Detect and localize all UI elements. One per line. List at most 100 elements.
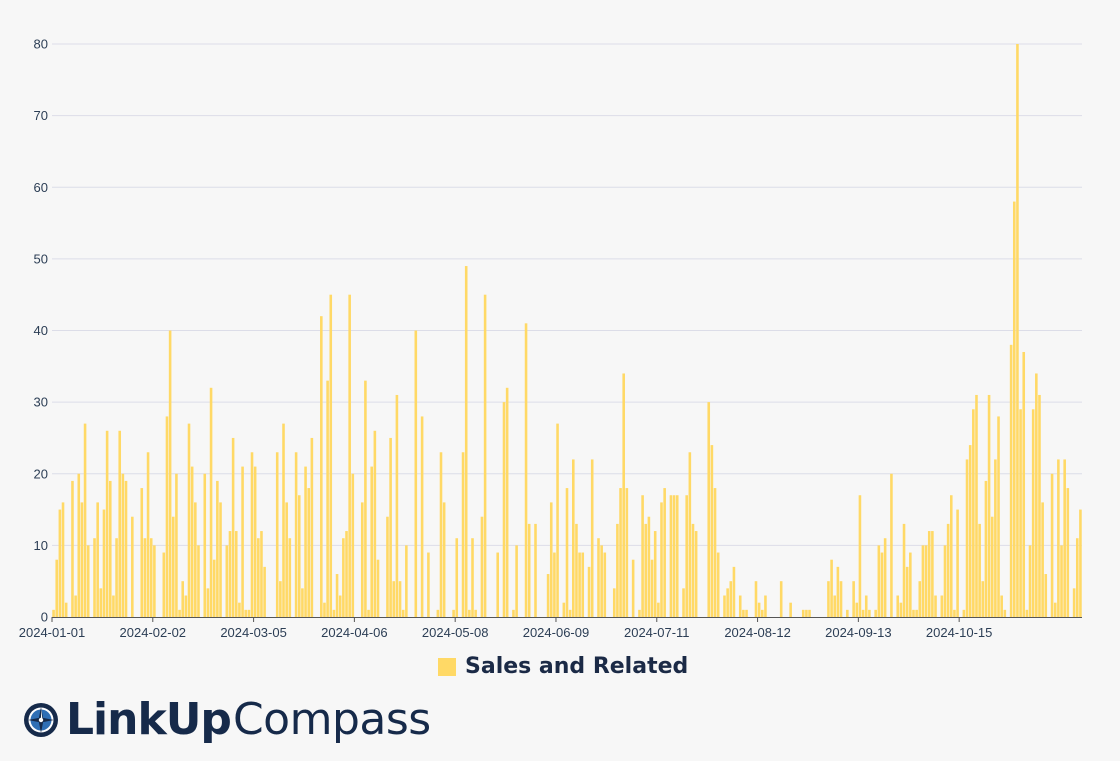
bar[interactable] xyxy=(483,294,487,617)
bar[interactable] xyxy=(474,609,477,617)
bar[interactable] xyxy=(924,545,928,617)
bar[interactable] xyxy=(108,480,112,617)
bar[interactable] xyxy=(858,495,862,617)
bar[interactable] xyxy=(562,602,566,617)
bar[interactable] xyxy=(496,552,499,617)
bar[interactable] xyxy=(219,502,222,617)
bar[interactable] xyxy=(1038,394,1041,617)
bar[interactable] xyxy=(464,266,468,617)
bar[interactable] xyxy=(953,609,956,617)
bar[interactable] xyxy=(452,609,455,617)
bar[interactable] xyxy=(764,595,767,617)
bar[interactable] xyxy=(808,609,811,617)
bar[interactable] xyxy=(883,538,887,617)
bar[interactable] xyxy=(326,380,329,617)
bar[interactable] xyxy=(565,488,569,617)
bar[interactable] xyxy=(427,552,430,617)
bar[interactable] xyxy=(1016,44,1019,617)
bar[interactable] xyxy=(112,595,115,617)
bar[interactable] xyxy=(360,502,364,617)
bar[interactable] xyxy=(320,316,323,617)
bar[interactable] xyxy=(726,588,729,617)
bar[interactable] xyxy=(713,488,717,617)
bar[interactable] xyxy=(619,488,622,617)
bar[interactable] xyxy=(190,466,194,617)
bar[interactable] xyxy=(622,373,625,617)
bar[interactable] xyxy=(987,394,991,617)
bar[interactable] xyxy=(364,380,367,617)
bar[interactable] xyxy=(165,416,169,617)
bar[interactable] xyxy=(839,581,843,617)
bar[interactable] xyxy=(480,516,484,617)
bar[interactable] xyxy=(943,545,947,617)
bar[interactable] xyxy=(77,473,81,617)
bar[interactable] xyxy=(836,566,840,617)
bar[interactable] xyxy=(505,387,509,617)
bar[interactable] xyxy=(685,495,688,617)
bar[interactable] xyxy=(682,588,685,617)
bar[interactable] xyxy=(660,502,663,617)
bar[interactable] xyxy=(386,516,389,617)
bar[interactable] xyxy=(1019,409,1022,617)
bar[interactable] xyxy=(1063,459,1066,617)
bar[interactable] xyxy=(471,538,474,617)
bar[interactable] xyxy=(653,531,657,617)
bar[interactable] xyxy=(420,416,424,617)
bar[interactable] xyxy=(707,402,711,617)
bar[interactable] xyxy=(389,437,392,617)
bar[interactable] xyxy=(231,437,235,617)
bar[interactable] xyxy=(342,538,345,617)
bar[interactable] xyxy=(975,394,978,617)
legend[interactable]: Sales and Related xyxy=(438,654,688,679)
bar[interactable] xyxy=(524,323,528,617)
bar[interactable] xyxy=(877,545,881,617)
bar[interactable] xyxy=(436,609,440,617)
bar[interactable] xyxy=(351,473,355,617)
bar[interactable] xyxy=(392,581,396,617)
bar[interactable] xyxy=(71,480,74,617)
bar[interactable] xyxy=(754,581,758,617)
bar[interactable] xyxy=(657,602,660,617)
bar[interactable] xyxy=(146,452,150,617)
bar[interactable] xyxy=(716,552,720,617)
bar[interactable] xyxy=(209,387,213,617)
bar[interactable] xyxy=(1003,609,1007,617)
bar[interactable] xyxy=(345,531,348,617)
bar[interactable] xyxy=(373,430,377,617)
bar[interactable] xyxy=(370,466,374,617)
bar[interactable] xyxy=(965,459,969,617)
bar[interactable] xyxy=(263,566,266,617)
bar[interactable] xyxy=(631,559,635,617)
bar[interactable] xyxy=(688,452,692,617)
bar[interactable] xyxy=(902,523,906,617)
bar[interactable] xyxy=(603,552,607,617)
bar[interactable] xyxy=(616,523,619,617)
bar[interactable] xyxy=(760,609,764,617)
bar[interactable] xyxy=(590,459,594,617)
bar[interactable] xyxy=(149,538,153,617)
bar[interactable] xyxy=(578,552,581,617)
bar[interactable] xyxy=(861,609,865,617)
bar[interactable] xyxy=(250,452,254,617)
bar[interactable] xyxy=(732,566,736,617)
bar[interactable] xyxy=(1053,602,1057,617)
bar[interactable] xyxy=(694,531,698,617)
bar[interactable] xyxy=(395,394,399,617)
bar[interactable] xyxy=(647,516,651,617)
bar[interactable] xyxy=(401,609,405,617)
bar[interactable] xyxy=(912,609,915,617)
bar[interactable] xyxy=(575,523,578,617)
bar[interactable] xyxy=(304,466,307,617)
bar[interactable] xyxy=(1041,502,1044,617)
bar[interactable] xyxy=(1075,538,1079,617)
bar[interactable] xyxy=(638,609,641,617)
bar[interactable] xyxy=(197,545,200,617)
bar[interactable] xyxy=(203,473,207,617)
bar[interactable] xyxy=(801,609,805,617)
bar[interactable] xyxy=(868,609,871,617)
bar[interactable] xyxy=(1009,344,1013,617)
bar[interactable] xyxy=(990,516,994,617)
bar[interactable] xyxy=(115,538,118,617)
bar[interactable] xyxy=(972,409,975,617)
bar[interactable] xyxy=(672,495,676,617)
